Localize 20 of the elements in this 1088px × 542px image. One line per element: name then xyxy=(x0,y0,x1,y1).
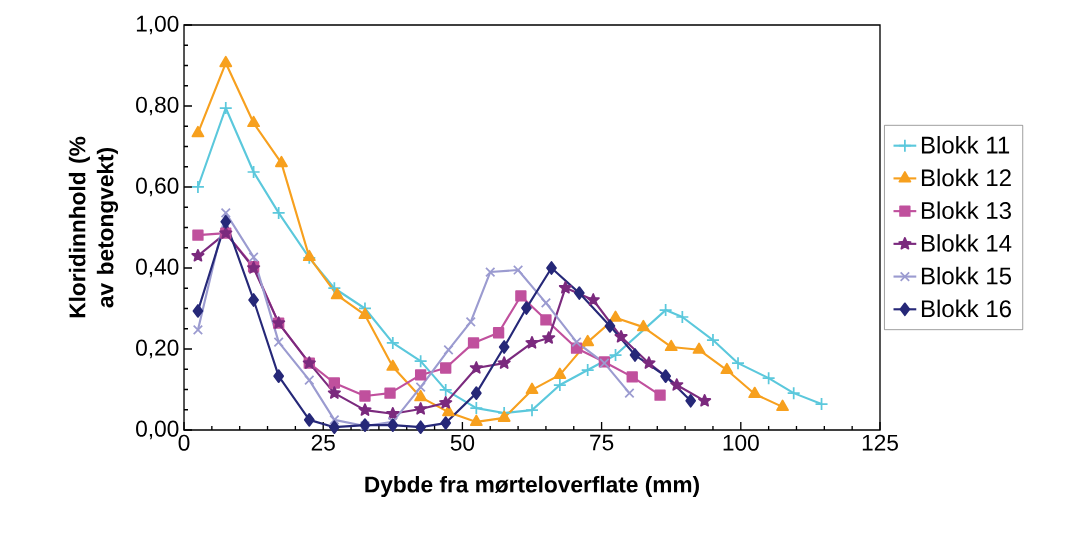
legend-label: Blokk 15 xyxy=(921,266,1012,285)
y-tick-label: 0,60 xyxy=(136,177,179,197)
x-tick-label: 100 xyxy=(723,434,759,451)
y-tick-label: 0,80 xyxy=(136,96,179,116)
y-axis-title: Kloridinnhold (% av betongvekt) xyxy=(68,136,119,318)
legend-label: Blokk 16 xyxy=(921,299,1011,318)
y-tick-label: 1,00 xyxy=(136,15,179,35)
legend-label: Blokk 13 xyxy=(921,201,1011,220)
legend-label: Blokk 12 xyxy=(921,168,1011,187)
y-tick-label: 0,40 xyxy=(136,258,179,278)
legend-label: Blokk 14 xyxy=(921,234,1012,252)
x-tick-label: 50 xyxy=(450,434,475,451)
x-tick-label: 75 xyxy=(590,434,614,451)
x-tick-label: 0 xyxy=(178,434,190,451)
y-tick-label: 0,00 xyxy=(136,420,179,440)
x-axis-title: Dybde fra mørteloverflate (mm) xyxy=(365,475,699,498)
x-tick-label: 25 xyxy=(311,434,335,451)
x-tick-label: 125 xyxy=(862,434,898,451)
y-tick-label: 0,20 xyxy=(136,339,179,359)
legend-label: Blokk 11 xyxy=(921,135,1010,154)
